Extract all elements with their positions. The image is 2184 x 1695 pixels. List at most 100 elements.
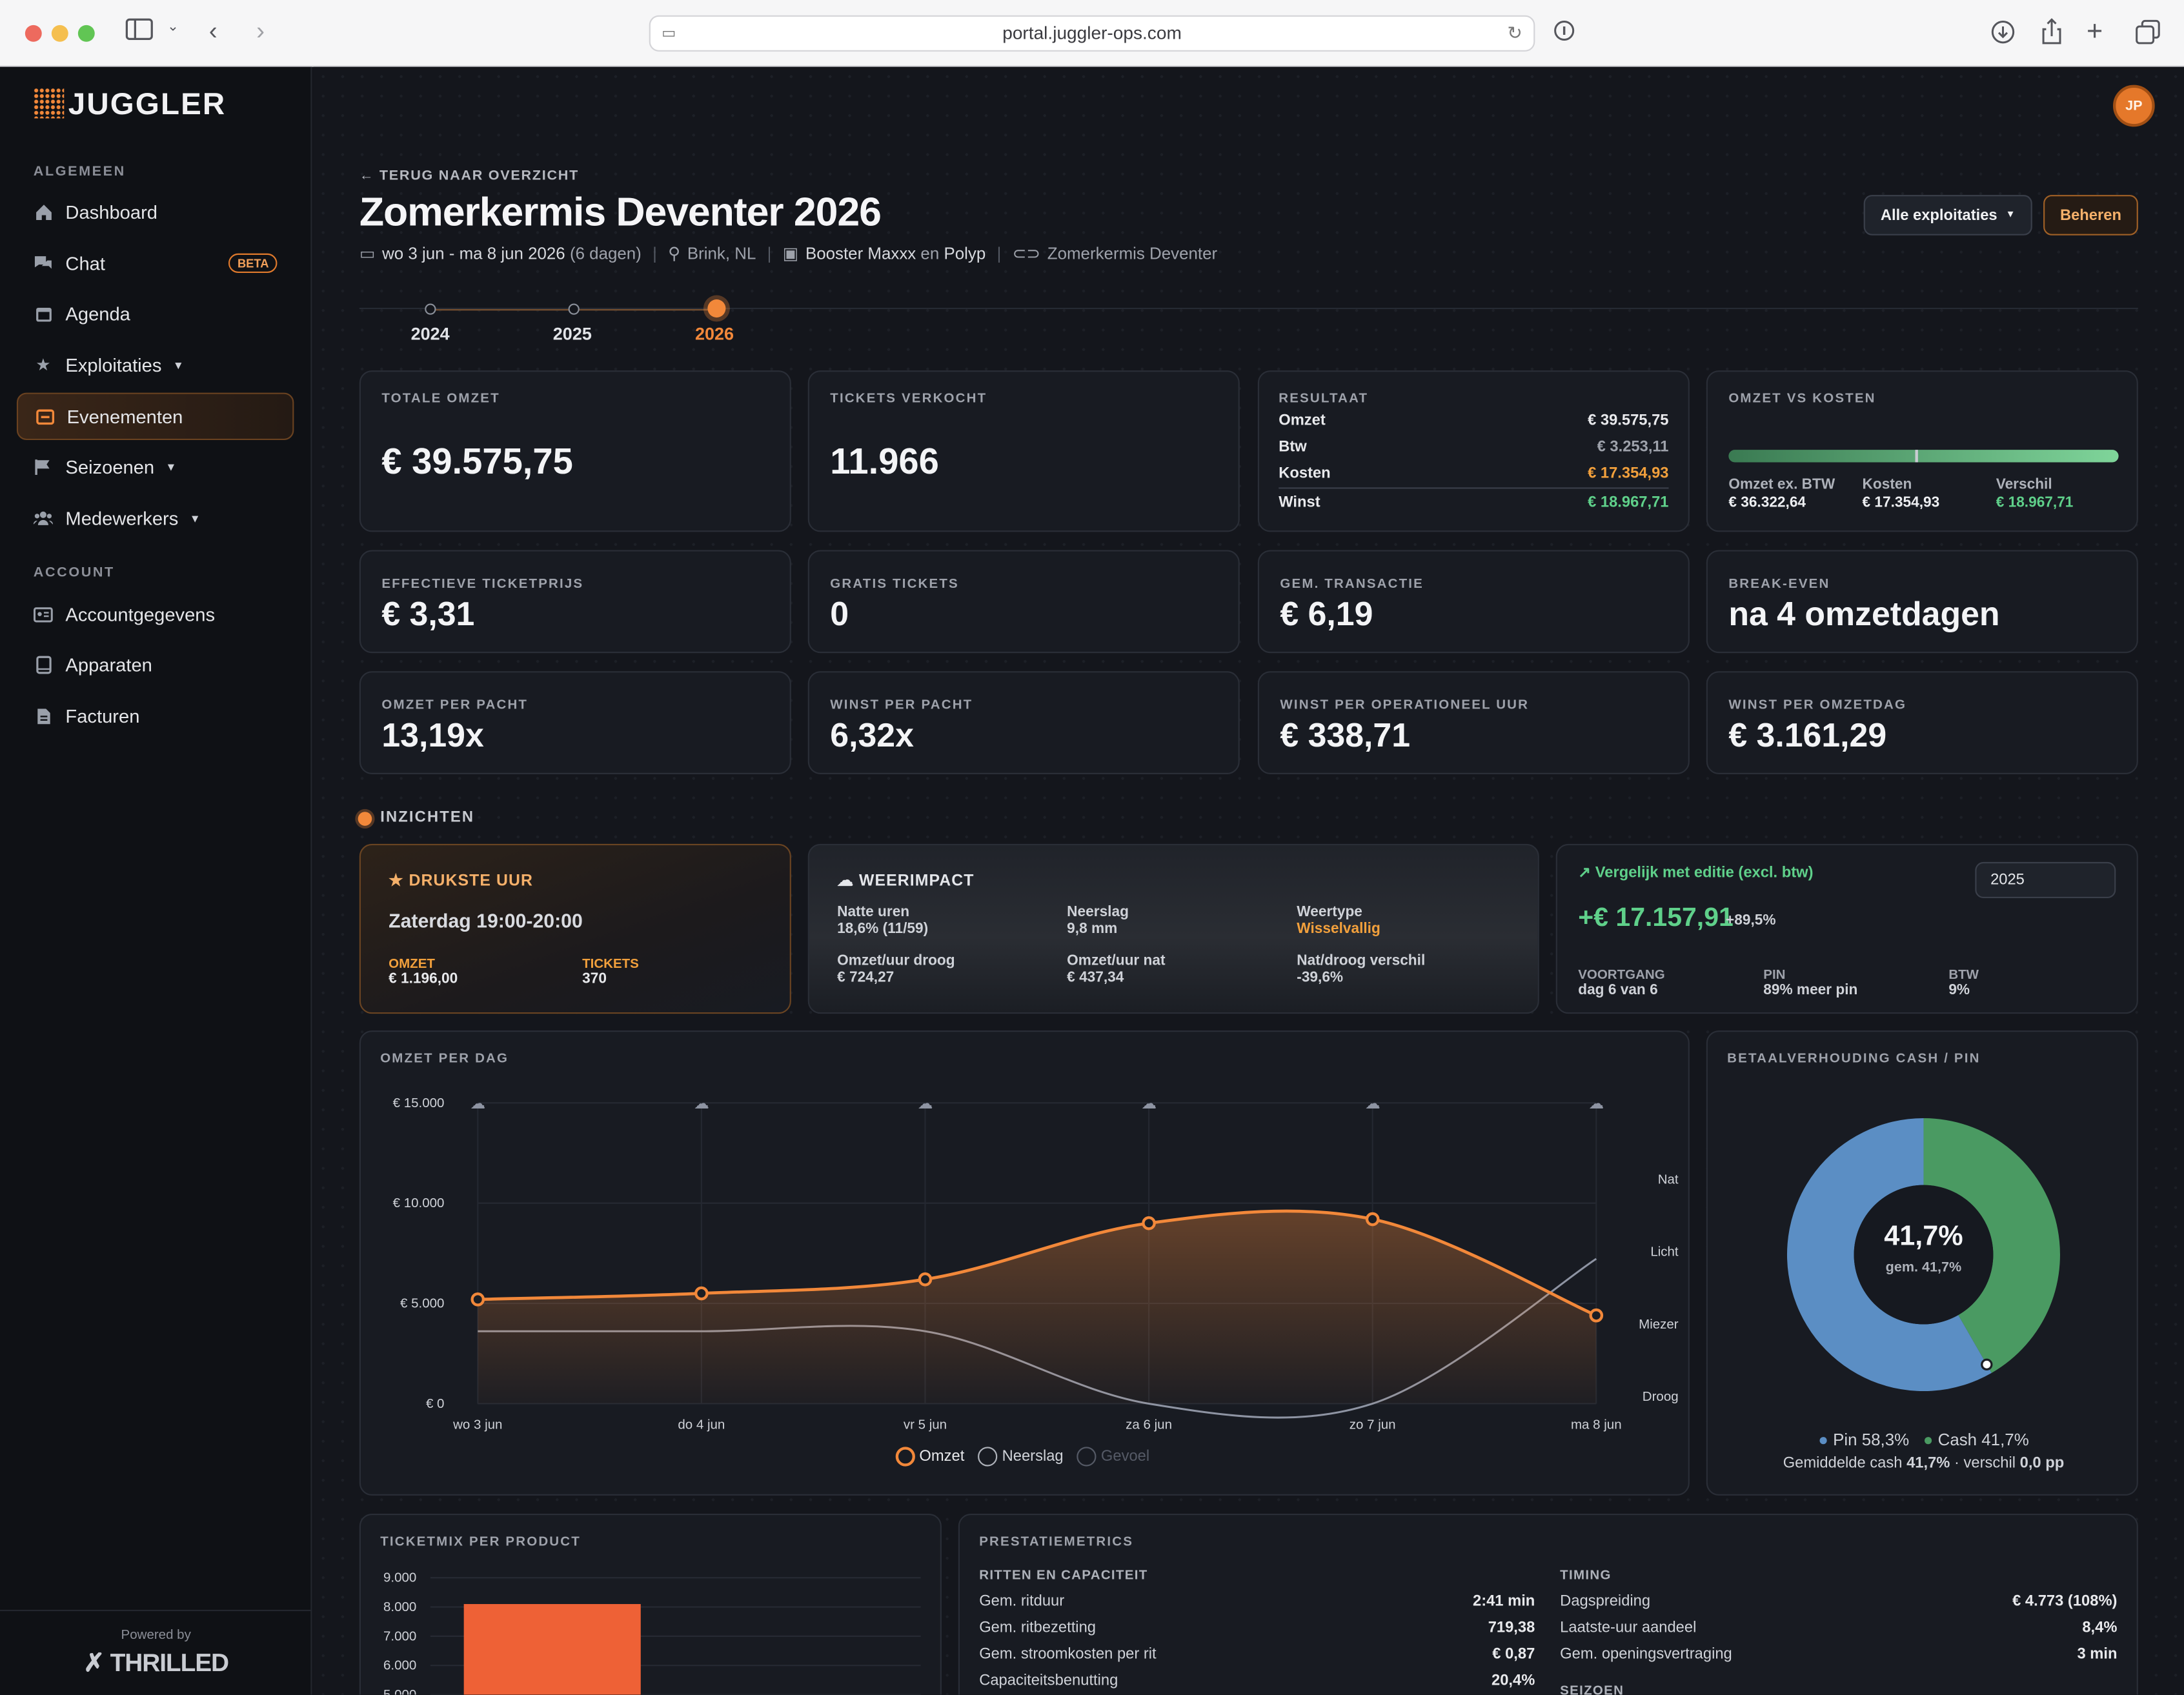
insights-title: INZICHTEN [380, 808, 475, 826]
chart-title: TICKETMIX PER PRODUCT [380, 1534, 581, 1550]
kpi-label: TICKETS VERKOCHT [830, 391, 987, 407]
minimize-window-button[interactable] [51, 25, 68, 42]
sidebar-item-evenementen[interactable]: Evenementen [16, 392, 294, 440]
sidebar-item-medewerkers[interactable]: Medewerkers ▼ [17, 494, 294, 541]
y-tick-label: € 15.000 [393, 1096, 445, 1110]
kpi-ticket-price: EFFECTIEVE TICKETPRIJS € 3,31 [359, 550, 791, 654]
rvk-key: Kosten [1862, 476, 1912, 494]
ticketmix-bar-chart: 9.000 8.000 7.000 6.000 5.000 [383, 1570, 921, 1695]
sidebar-item-accountgegevens[interactable]: Accountgegevens [17, 590, 294, 637]
attraction-link[interactable]: Booster Maxxx [805, 243, 916, 263]
legend-item-neerslag[interactable]: Neerslag [978, 1447, 1064, 1467]
cloud-icon: ☁ [1141, 1094, 1157, 1112]
year-dot-active[interactable] [707, 299, 726, 318]
event-series-link[interactable]: Zomerkermis Deventer [1047, 243, 1218, 263]
donut-hole [1854, 1185, 1994, 1325]
weather-title: ☁ WEERIMPACT [837, 870, 974, 890]
cloud-icon: ☁ [694, 1094, 709, 1112]
maximize-window-button[interactable] [77, 25, 95, 42]
result-row: Omzet € 39.575,75 [1279, 412, 1668, 429]
sidebar-item-chat[interactable]: Chat BETA [17, 239, 294, 286]
browser-toolbar: ⌄ ‹ › portal.juggler-ops.com ▭ ↻ + [0, 0, 2184, 67]
kpi-value: na 4 omzetdagen [1728, 596, 2000, 634]
compare-year-select[interactable]: 2025 [1975, 861, 2116, 899]
chart-title: OMZET PER DAG [380, 1051, 509, 1067]
metric-row: Laatste-uur aandeel 8,4% [1560, 1620, 2117, 1636]
metric-val: 20,4% [1491, 1672, 1535, 1689]
ticket-icon: ▣ [782, 243, 799, 263]
back-nav-icon[interactable]: ‹ [208, 16, 217, 45]
sidebar-item-agenda[interactable]: Agenda [17, 290, 294, 337]
page-icon: ▭ [662, 25, 676, 42]
year-2025[interactable]: 2025 [552, 324, 592, 345]
kpi-value: 11.966 [830, 439, 939, 482]
sidebar-item-facturen[interactable]: Facturen [17, 692, 294, 739]
kpi-label: GEM. TRANSACTIE [1280, 576, 1424, 592]
legend-item-cash: ● Cash 41,7% [1923, 1430, 2029, 1449]
kpi-value: 6,32x [830, 717, 914, 755]
weather-cell: Weertype Wisselvallig [1297, 904, 1380, 938]
star-icon: ★ [389, 873, 409, 890]
sidebar-item-apparaten[interactable]: Apparaten [17, 641, 294, 688]
share-icon[interactable] [2039, 18, 2065, 53]
back-link[interactable]: ← TERUG NAAR OVERZICHT [359, 168, 579, 184]
logo-text: JUGGLER [68, 86, 227, 121]
weather-val: Wisselvallig [1297, 920, 1380, 938]
forward-nav-icon[interactable]: › [256, 16, 265, 45]
result-key: Kosten [1279, 465, 1331, 482]
kpi-tickets-sold: TICKETS VERKOCHT 11.966 [807, 370, 1240, 532]
event-days: (6 dagen) [569, 243, 642, 263]
omzet-point [1142, 1216, 1156, 1230]
compare-title-text: Vergelijk met editie (excl. btw) [1595, 865, 1814, 882]
sidebar-item-dashboard[interactable]: Dashboard [17, 188, 294, 235]
attraction-link[interactable]: Polyp [944, 243, 986, 263]
year-dot[interactable] [425, 303, 436, 315]
year-2026[interactable]: 2026 [694, 324, 734, 345]
busiest-hour-title-text: DRUKSTE UUR [409, 873, 533, 890]
sidebar-item-label: Seizoenen [65, 456, 155, 477]
donut-center-sub: gem. 41,7% [1885, 1260, 1962, 1276]
manage-button[interactable]: Beheren [2043, 195, 2138, 236]
tabs-overview-icon[interactable] [2136, 19, 2161, 52]
sidebar-toggle-icon[interactable] [125, 18, 153, 47]
compare-val: dag 6 van 6 [1578, 981, 1658, 999]
weather-cell: Neerslag 9,8 mm [1067, 904, 1129, 938]
compare-val: 89% meer pin [1763, 981, 1858, 999]
caret-down-icon: ▼ [172, 358, 184, 372]
kpi-label: TOTALE OMZET [381, 391, 500, 407]
legend-label: Gevoel [1100, 1448, 1150, 1465]
year-2024[interactable]: 2024 [410, 324, 450, 345]
result-value: € 39.575,75 [1588, 412, 1669, 429]
compare-col: VOORTGANG dag 6 van 6 [1578, 968, 1664, 998]
ticket-icon [35, 406, 54, 426]
download-icon[interactable] [1990, 19, 2016, 52]
metric-val: 3 min [2077, 1645, 2118, 1663]
password-icon[interactable] [1553, 19, 1575, 48]
footer-prefix: Gemiddelde cash [1783, 1455, 1903, 1472]
sidebar-item-seizoenen[interactable]: Seizoenen ▼ [17, 443, 294, 490]
all-exploitations-dropdown[interactable]: Alle exploitaties ▼ [1863, 195, 2032, 236]
close-window-button[interactable] [25, 25, 42, 42]
chart-title: BETAALVERHOUDING CASH / PIN [1727, 1051, 1981, 1067]
weather-key: Omzet/uur nat [1067, 952, 1166, 970]
omzet-point [1365, 1212, 1380, 1227]
chevron-down-icon[interactable]: ⌄ [167, 19, 179, 35]
reload-icon[interactable]: ↻ [1507, 22, 1522, 43]
y-tick-label: 9.000 [383, 1570, 416, 1585]
year-dot[interactable] [568, 303, 580, 315]
new-tab-icon[interactable]: + [2086, 16, 2103, 48]
busiest-revenue: OMZET € 1.196,00 [389, 957, 458, 987]
address-bar[interactable]: portal.juggler-ops.com ▭ ↻ [649, 15, 1535, 52]
kpi-break-even: BREAK-EVEN na 4 omzetdagen [1706, 550, 2138, 654]
avatar[interactable]: JP [2112, 85, 2155, 127]
sidebar-item-exploitaties[interactable]: ★ Exploitaties ▼ [17, 341, 294, 388]
kpi-value: € 6,19 [1280, 596, 1373, 634]
metric-val: 719,38 [1488, 1619, 1535, 1636]
busiest-key: OMZET [389, 956, 435, 972]
cloud-icon: ☁ [918, 1094, 933, 1112]
revenue-per-day-card: OMZET PER DAG € 15.000 € 10.000 € 5.000 € 0… [359, 1030, 1690, 1496]
legend-item-omzet[interactable]: Omzet [895, 1447, 964, 1467]
juggler-logo[interactable]: JUGGLER [33, 86, 227, 123]
metrics-left-title: RITTEN EN CAPACITEIT [979, 1568, 1148, 1583]
legend-item-gevoel[interactable]: Gevoel [1077, 1447, 1150, 1467]
